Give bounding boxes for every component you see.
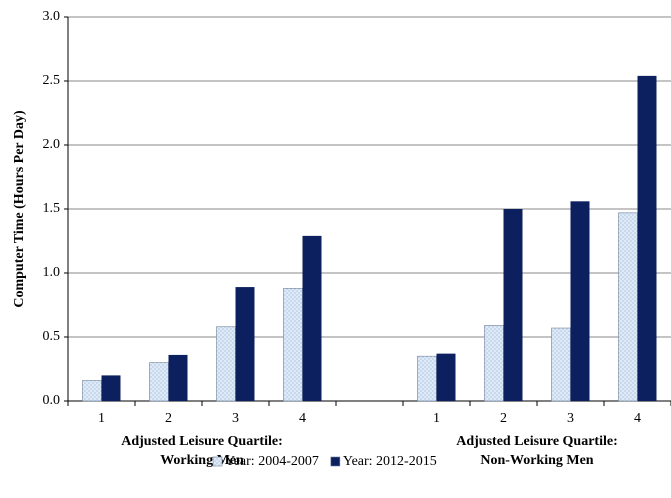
group-label: Non-Working Men [480, 453, 593, 468]
x-tick-label: 1 [98, 411, 105, 426]
bar [101, 375, 121, 401]
y-tick-label: 0.0 [43, 393, 61, 408]
group-label: Working Men [160, 453, 244, 468]
bar [417, 355, 437, 402]
legend-swatch [330, 456, 341, 467]
bar [302, 235, 322, 401]
bar [551, 327, 571, 402]
bar [216, 326, 236, 402]
x-tick-label: 2 [500, 411, 507, 426]
bar [570, 201, 590, 401]
x-tick-label: 1 [433, 411, 440, 426]
legend-label: Year: 2012-2015 [343, 454, 437, 469]
y-tick-label: 0.5 [43, 329, 61, 344]
legend-label: Year: 2004-2007 [225, 454, 319, 469]
bar [484, 325, 504, 402]
bar [235, 287, 255, 401]
y-tick-label: 2.5 [43, 73, 61, 88]
bar [149, 362, 169, 402]
legend-swatch [212, 456, 223, 467]
x-tick-label: 3 [232, 411, 239, 426]
y-tick-label: 1.0 [43, 265, 61, 280]
x-tick-label: 4 [634, 411, 641, 426]
bar [436, 353, 456, 401]
group-label: Adjusted Leisure Quartile: [121, 434, 283, 449]
bar [618, 212, 638, 402]
y-tick-label: 3.0 [43, 9, 61, 24]
y-axis-title: Computer Time (Hours Per Day) [12, 110, 27, 308]
x-tick-label: 3 [567, 411, 574, 426]
bar [82, 380, 102, 402]
bar [637, 75, 657, 401]
bar [168, 354, 188, 401]
y-tick-label: 1.5 [43, 201, 61, 216]
x-tick-label: 2 [165, 411, 172, 426]
bar [503, 209, 523, 401]
group-label: Adjusted Leisure Quartile: [456, 434, 618, 449]
x-tick-label: 4 [299, 411, 306, 426]
bar [283, 288, 303, 402]
y-tick-label: 2.0 [43, 137, 61, 152]
